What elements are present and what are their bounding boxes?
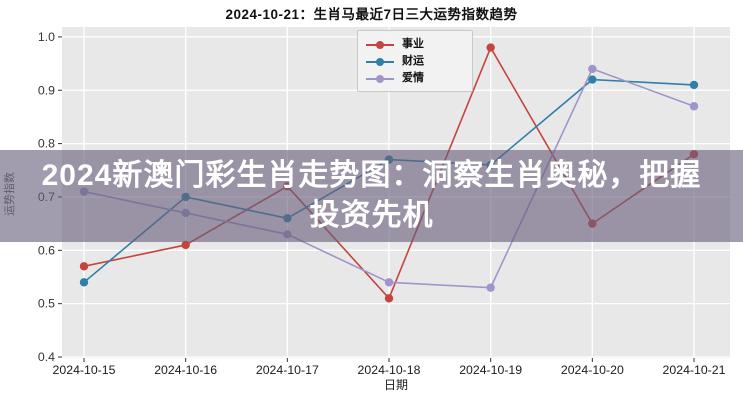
watermark-text-line1: 2024新澳门彩生肖走势图：洞察生肖奥秘，把握 <box>41 159 702 192</box>
data-point-事业 <box>384 294 394 303</box>
legend-marker-love <box>366 74 394 84</box>
legend-item-love: 爱情 <box>366 70 464 87</box>
data-point-财运 <box>588 75 597 84</box>
data-point-爱情 <box>384 278 394 287</box>
legend-marker-career <box>366 40 394 50</box>
legend-label-love: 爱情 <box>402 72 424 84</box>
x-tick-label: 2024-10-20 <box>561 363 624 377</box>
x-tick-label: 2024-10-21 <box>663 363 726 377</box>
x-tick-label: 2024-10-16 <box>154 363 217 377</box>
y-tick-label: 1.0 <box>38 30 55 44</box>
x-tick-label: 2024-10-19 <box>459 363 522 377</box>
data-point-财运 <box>79 278 89 287</box>
y-tick-label: 0.6 <box>38 243 55 257</box>
x-axis-title: 日期 <box>383 378 408 392</box>
legend-item-wealth: 财运 <box>366 53 464 70</box>
data-point-爱情 <box>588 64 597 74</box>
y-tick-label: 0.8 <box>38 137 55 151</box>
x-tick-label: 2024-10-17 <box>256 363 319 377</box>
y-tick-label: 0.9 <box>38 83 55 97</box>
y-tick-label: 0.5 <box>38 297 55 311</box>
chart-title: 2024-10-21：生肖马最近7日三大运势指数趋势 <box>225 7 518 22</box>
data-point-事业 <box>181 240 190 250</box>
legend-label-wealth: 财运 <box>402 55 424 67</box>
x-tick-label: 2024-10-15 <box>53 363 116 377</box>
watermark-banner: 2024新澳门彩生肖走势图：洞察生肖奥秘，把握 投资先机 <box>0 150 743 242</box>
data-point-事业 <box>486 43 495 52</box>
watermark-text-line2: 投资先机 <box>309 199 434 232</box>
data-point-事业 <box>79 262 89 271</box>
y-tick-label: 0.4 <box>38 350 55 364</box>
legend-marker-wealth <box>366 57 394 67</box>
data-point-财运 <box>689 80 699 90</box>
data-point-爱情 <box>486 283 495 292</box>
legend: 事业 财运 爱情 <box>357 30 473 92</box>
x-tick-label: 2024-10-18 <box>358 363 421 377</box>
legend-label-career: 事业 <box>402 38 424 50</box>
data-point-爱情 <box>689 102 699 111</box>
legend-item-career: 事业 <box>366 36 464 53</box>
